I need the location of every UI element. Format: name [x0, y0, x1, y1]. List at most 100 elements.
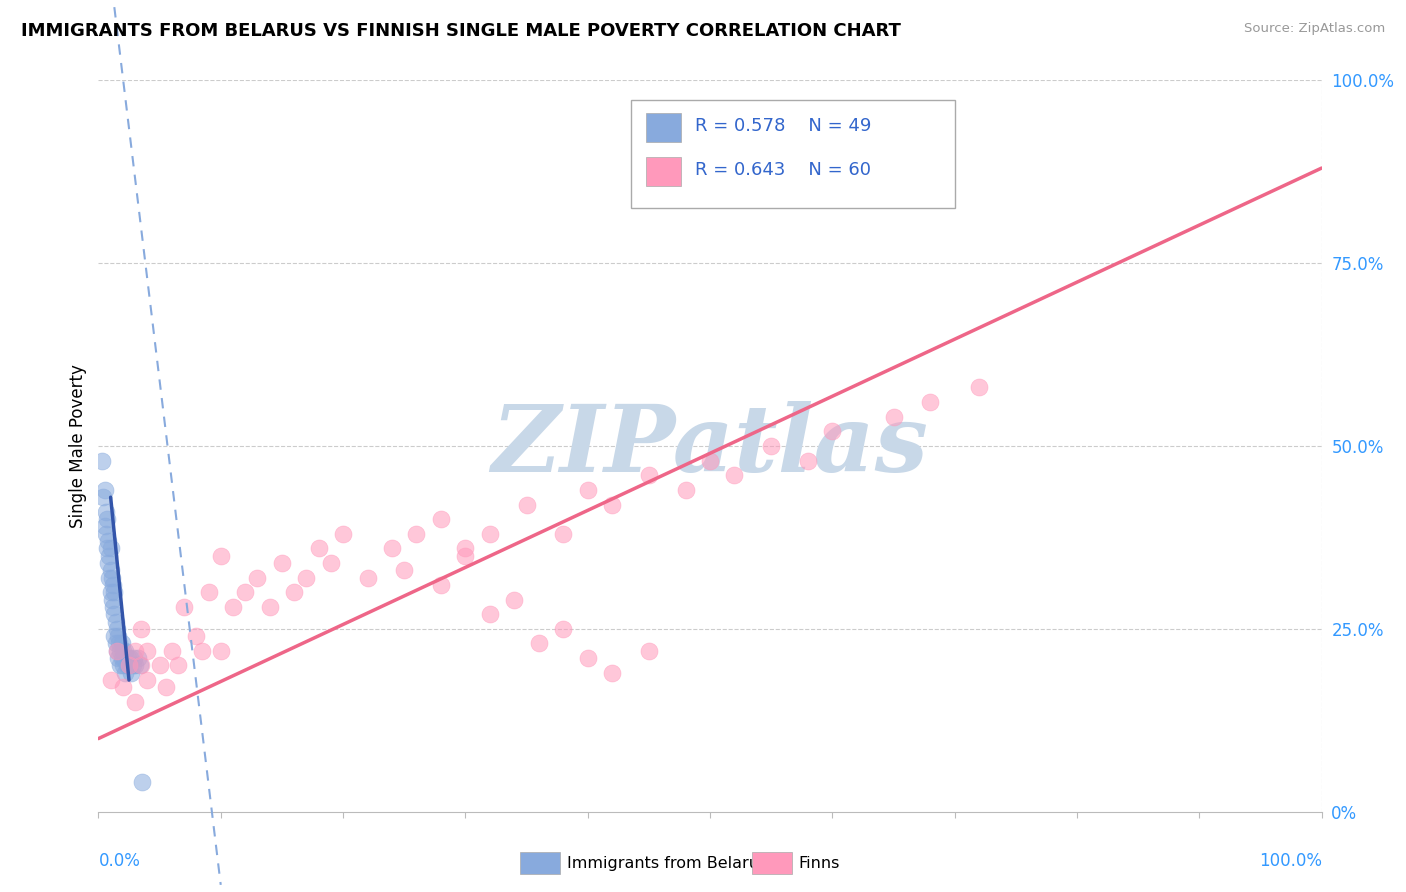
- Point: [98, 549, 121, 563]
- Y-axis label: Single Male Poverty: Single Male Poverty: [69, 364, 87, 528]
- Point: [94, 526, 117, 541]
- Point: [117, 651, 139, 665]
- Point: [101, 571, 124, 585]
- Point: [197, 585, 219, 599]
- Point: [920, 395, 942, 409]
- Point: [98, 571, 121, 585]
- Point: [100, 585, 122, 599]
- Point: [91, 490, 114, 504]
- Point: [723, 468, 745, 483]
- Point: [124, 644, 146, 658]
- Point: [308, 541, 330, 556]
- Point: [191, 644, 214, 658]
- Point: [638, 468, 661, 483]
- Point: [430, 512, 453, 526]
- Point: [124, 695, 146, 709]
- Point: [124, 658, 146, 673]
- Point: [111, 636, 134, 650]
- Point: [553, 526, 575, 541]
- Point: [105, 644, 128, 658]
- Point: [96, 541, 118, 556]
- Point: [503, 592, 526, 607]
- Point: [111, 644, 134, 658]
- Point: [797, 453, 820, 467]
- Point: [356, 571, 378, 585]
- Point: [553, 622, 575, 636]
- Point: [136, 673, 159, 687]
- Point: [118, 658, 141, 673]
- Point: [454, 549, 477, 563]
- Point: [167, 658, 190, 673]
- Point: [381, 541, 404, 556]
- Point: [101, 599, 124, 614]
- Point: [111, 651, 134, 665]
- Point: [600, 665, 623, 680]
- Point: [430, 578, 453, 592]
- Text: Source: ZipAtlas.com: Source: ZipAtlas.com: [1244, 22, 1385, 36]
- Point: [108, 636, 131, 650]
- Point: [120, 651, 142, 665]
- Point: [173, 599, 195, 614]
- Point: [209, 644, 232, 658]
- Point: [478, 526, 501, 541]
- Point: [104, 636, 127, 650]
- Point: [209, 549, 232, 563]
- Point: [107, 629, 129, 643]
- Point: [100, 541, 122, 556]
- Text: ZIPatlas: ZIPatlas: [492, 401, 928, 491]
- Point: [129, 658, 152, 673]
- Point: [93, 519, 115, 533]
- Point: [120, 665, 142, 680]
- Point: [118, 658, 141, 673]
- Point: [114, 644, 136, 658]
- Point: [295, 571, 318, 585]
- Point: [319, 556, 342, 570]
- Point: [186, 629, 208, 643]
- Point: [405, 526, 427, 541]
- Point: [699, 453, 721, 467]
- Point: [100, 673, 122, 687]
- Point: [222, 599, 245, 614]
- Point: [100, 563, 122, 577]
- Point: [105, 622, 128, 636]
- Point: [576, 651, 599, 665]
- Text: R = 0.578    N = 49: R = 0.578 N = 49: [696, 117, 872, 135]
- Point: [111, 681, 134, 695]
- Point: [283, 585, 305, 599]
- Text: Immigrants from Belarus: Immigrants from Belarus: [567, 856, 766, 871]
- Point: [883, 409, 905, 424]
- Point: [94, 505, 117, 519]
- Point: [105, 644, 128, 658]
- Point: [115, 658, 138, 673]
- Point: [101, 592, 124, 607]
- Point: [91, 453, 114, 467]
- Point: [131, 775, 153, 789]
- Point: [527, 636, 550, 650]
- Point: [110, 644, 132, 658]
- Point: [392, 563, 416, 577]
- Point: [515, 498, 537, 512]
- Point: [270, 556, 294, 570]
- Point: [97, 556, 120, 570]
- Text: Finns: Finns: [799, 856, 839, 871]
- Point: [103, 629, 125, 643]
- Point: [112, 651, 135, 665]
- Point: [454, 541, 477, 556]
- Point: [155, 681, 177, 695]
- Point: [107, 651, 129, 665]
- Point: [638, 644, 661, 658]
- Text: IMMIGRANTS FROM BELARUS VS FINNISH SINGLE MALE POVERTY CORRELATION CHART: IMMIGRANTS FROM BELARUS VS FINNISH SINGL…: [21, 22, 901, 40]
- Point: [675, 483, 697, 497]
- Point: [233, 585, 256, 599]
- Point: [97, 534, 120, 549]
- Point: [111, 658, 134, 673]
- Point: [761, 439, 783, 453]
- Text: R = 0.643    N = 60: R = 0.643 N = 60: [696, 161, 872, 179]
- Point: [136, 644, 159, 658]
- Point: [332, 526, 354, 541]
- Point: [104, 615, 127, 629]
- Point: [114, 665, 136, 680]
- Text: 0.0%: 0.0%: [98, 852, 141, 870]
- FancyBboxPatch shape: [630, 100, 955, 209]
- Point: [121, 658, 143, 673]
